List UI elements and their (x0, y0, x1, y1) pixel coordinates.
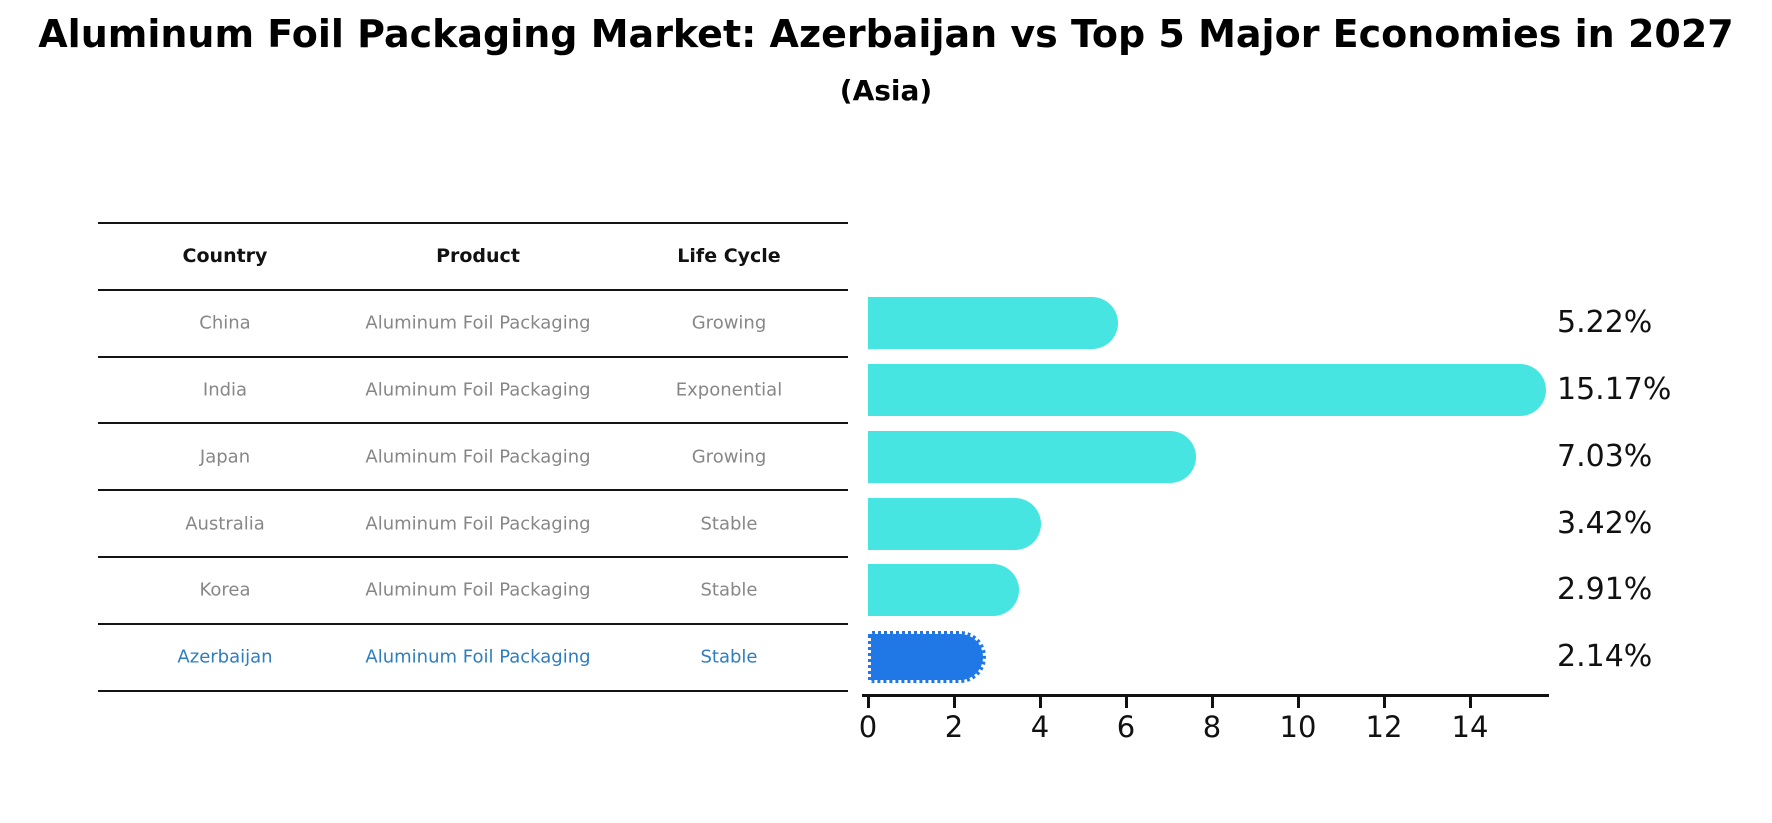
x-axis-tick (1038, 697, 1042, 708)
table-divider (98, 556, 848, 558)
table-divider (98, 622, 848, 625)
table-divider (98, 489, 848, 492)
table-divider (98, 288, 848, 291)
x-axis-tick (1468, 697, 1472, 708)
table-cell-product: Aluminum Foil Packaging (365, 513, 591, 535)
x-axis-tick (866, 697, 870, 708)
x-axis-tick (1382, 697, 1386, 708)
x-axis-tick-label: 6 (1116, 710, 1136, 744)
bar-china (868, 297, 1119, 350)
table-cell-life_cycle: Growing (691, 446, 767, 468)
bar-korea (868, 564, 1020, 617)
bar-value-label: 15.17% (1557, 371, 1672, 407)
figure-title: Aluminum Foil Packaging Market: Azerbaij… (38, 12, 1734, 56)
x-axis-tick-label: 12 (1365, 710, 1403, 744)
table-cell-country: India (202, 379, 248, 401)
bar-value-label: 2.91% (1557, 572, 1653, 608)
table-cell-life_cycle: Stable (700, 579, 758, 601)
table-cell-country: Japan (199, 446, 251, 468)
x-axis-tick (952, 697, 956, 708)
bar-australia (868, 497, 1042, 550)
table-divider (98, 689, 848, 692)
figure-subtitle: (Asia) (839, 74, 933, 107)
table-cell-life_cycle: Growing (691, 312, 767, 334)
table-divider (98, 222, 848, 224)
x-axis-tick-label: 8 (1202, 710, 1222, 744)
x-axis-tick-label: 10 (1279, 710, 1317, 744)
table-divider (98, 355, 848, 358)
table-cell-life_cycle: Stable (700, 513, 758, 535)
table-cell-product: Aluminum Foil Packaging (365, 646, 591, 668)
table-header-cell: Product (436, 245, 520, 268)
x-axis (862, 694, 1549, 697)
bar-azerbaijan (868, 631, 987, 684)
x-axis-tick-label: 2 (944, 710, 964, 744)
x-axis-tick (1124, 697, 1128, 708)
bar-value-label: 3.42% (1557, 505, 1653, 541)
table-cell-country: Azerbaijan (177, 646, 273, 668)
x-axis-tick-label: 0 (858, 710, 878, 744)
table-cell-product: Aluminum Foil Packaging (365, 312, 591, 334)
bar-india (868, 364, 1547, 416)
table-cell-country: Korea (199, 579, 251, 601)
table-cell-country: China (199, 312, 251, 334)
table-cell-life_cycle: Exponential (675, 379, 783, 401)
table-cell-country: Australia (185, 513, 265, 535)
table-cell-product: Aluminum Foil Packaging (365, 446, 591, 468)
x-axis-tick-label: 14 (1451, 710, 1489, 744)
x-axis-tick (1210, 697, 1214, 708)
bar-value-label: 2.14% (1557, 638, 1653, 674)
x-axis-tick-label: 4 (1030, 710, 1050, 744)
x-axis-tick (1296, 697, 1300, 708)
table-header-cell: Life Cycle (677, 245, 781, 268)
table-cell-life_cycle: Stable (700, 646, 758, 668)
bar-value-label: 5.22% (1557, 304, 1653, 340)
table-cell-product: Aluminum Foil Packaging (365, 579, 591, 601)
table-header-cell: Country (182, 245, 268, 268)
table-divider (98, 422, 848, 425)
table-cell-product: Aluminum Foil Packaging (365, 379, 591, 401)
bar-japan (868, 430, 1197, 483)
bar-value-label: 7.03% (1557, 438, 1653, 474)
